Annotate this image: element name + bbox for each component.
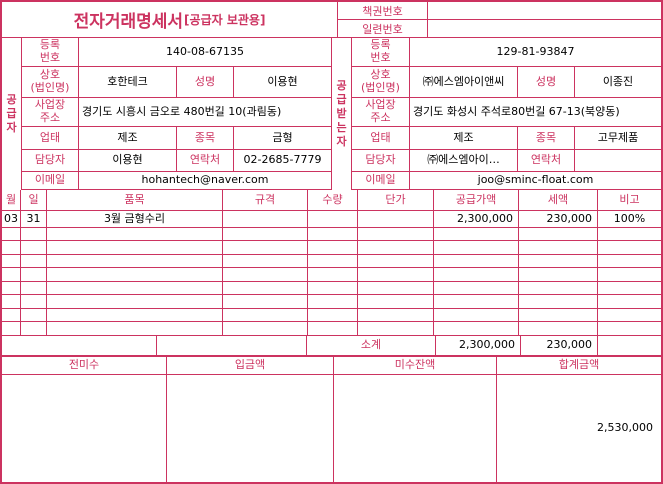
supplier-name-value[interactable]: 이용현: [234, 67, 331, 98]
supplier-address-value[interactable]: 경기도 시흥시 금오로 480번길 10(과림동): [79, 98, 331, 127]
supplier-phone-value[interactable]: 02-2685-7779: [234, 150, 331, 172]
buyer-address-value[interactable]: 경기도 화성시 주석로80번길 67-13(북양동): [410, 98, 661, 127]
col-month: 월: [2, 190, 21, 211]
table-row[interactable]: [2, 254, 661, 269]
col-qty: 수량: [308, 190, 358, 211]
buyer-email-label: 이메일: [352, 172, 410, 190]
doc-number-block: 책권번호 일련번호: [338, 2, 661, 37]
table-row[interactable]: [2, 281, 661, 296]
item-tax: 230,000: [519, 211, 598, 228]
buyer-biztype-value[interactable]: 제조: [410, 127, 518, 150]
document-title: 전자거래명세서 [공급자 보관용]: [2, 2, 338, 37]
item-supply: 2,300,000: [434, 211, 519, 228]
supplier-company-label: 상호 (법인명): [22, 67, 79, 98]
buyer-email-value[interactable]: joo@sminc-float.com: [410, 172, 661, 190]
subtotal-supply-value: 2,300,000: [436, 335, 521, 355]
deposit-label: 입금액: [167, 356, 334, 375]
col-supply: 공급가액: [434, 190, 519, 211]
serial-number-value[interactable]: [428, 20, 661, 37]
buyer-address-label: 사업장 주소: [352, 98, 410, 127]
prev-due-label: 전미수: [2, 356, 167, 375]
subtotal-label: 소계: [307, 335, 436, 355]
buyer-name-value[interactable]: 이종진: [575, 67, 661, 98]
serial-number-row: 일련번호: [338, 20, 661, 37]
item-note: 100%: [598, 211, 661, 228]
supplier-company-value[interactable]: 호한테크: [79, 67, 177, 98]
supplier-name-label: 성명: [177, 67, 234, 98]
buyer-regno-value[interactable]: 129-81-93847: [410, 38, 661, 67]
book-number-label: 책권번호: [338, 2, 428, 19]
items-table-header: 월 일 품목 규격 수량 단가 공급가액 세액 비고: [2, 190, 661, 211]
grand-total-value: 2,530,000: [597, 420, 653, 434]
col-tax: 세액: [519, 190, 598, 211]
supplier-biztype-label: 업태: [22, 127, 79, 150]
col-note: 비고: [598, 190, 661, 211]
subtotal-spacer-2: [157, 335, 307, 355]
buyer-biztype-label: 업태: [352, 127, 410, 150]
buyer-company-label: 상호 (법인명): [352, 67, 410, 98]
item-name: 3월 금형수리: [47, 211, 223, 228]
title-text: 전자거래명세서: [73, 12, 184, 32]
title-copy-type: [공급자 보관용]: [184, 13, 266, 27]
subtotal-tax-value: 230,000: [521, 335, 598, 355]
subtotal-row: 소계 2,300,000 230,000: [2, 335, 661, 357]
subtotal-note: [598, 336, 661, 355]
grand-total-label: 합계금액: [497, 357, 661, 375]
item-unitprice: [358, 211, 434, 228]
supplier-person-label: 담당자: [22, 150, 79, 172]
table-row[interactable]: [2, 308, 661, 323]
table-row[interactable]: 03 31 3월 금형수리 2,300,000 230,000 100%: [2, 211, 661, 228]
supplier-regno-label: 등록 번호: [22, 38, 79, 67]
col-unitprice: 단가: [358, 190, 434, 211]
buyer-name-label: 성명: [518, 67, 575, 98]
supplier-email-label: 이메일: [22, 172, 79, 190]
table-row[interactable]: [2, 268, 661, 282]
table-row[interactable]: [2, 228, 661, 242]
footer-value-row: 2,530,000: [2, 374, 661, 482]
supplier-phone-label: 연락처: [177, 150, 234, 172]
buyer-phone-value[interactable]: [575, 150, 661, 172]
balance-label: 미수잔액: [334, 356, 497, 375]
supplier-bizitem-value[interactable]: 금형: [234, 127, 331, 150]
prev-due-value[interactable]: [2, 374, 167, 482]
book-number-row: 책권번호: [338, 2, 661, 20]
supplier-block: 공급자 등록 번호 140-08-67135 상호 (법인명) 호한테크 성명 이용…: [2, 38, 332, 190]
item-day: 31: [21, 211, 47, 228]
parties-section: 공급자 등록 번호 140-08-67135 상호 (법인명) 호한테크 성명 이용…: [2, 38, 661, 190]
supplier-biztype-value[interactable]: 제조: [79, 127, 177, 150]
deposit-value[interactable]: [167, 374, 334, 482]
buyer-side-label: 공급받는자: [332, 38, 352, 190]
col-day: 일: [21, 190, 47, 211]
col-item: 품목: [47, 190, 223, 211]
buyer-phone-label: 연락처: [518, 150, 575, 172]
balance-value[interactable]: [334, 374, 497, 482]
supplier-address-label: 사업장 주소: [22, 98, 79, 127]
empty-rows: [2, 228, 661, 336]
supplier-email-value[interactable]: hohantech@naver.com: [79, 172, 331, 190]
supplier-bizitem-label: 종목: [177, 127, 234, 150]
col-spec: 규격: [223, 190, 308, 211]
item-month: 03: [2, 211, 21, 228]
table-row[interactable]: [2, 295, 661, 309]
supplier-side-label: 공급자: [2, 38, 22, 190]
subtotal-spacer-1: [2, 335, 157, 355]
buyer-person-value[interactable]: ㈜에스엠아이…: [410, 150, 518, 172]
item-spec: [223, 211, 308, 228]
buyer-regno-label: 등록 번호: [352, 38, 410, 67]
table-row[interactable]: [2, 322, 661, 336]
table-row[interactable]: [2, 241, 661, 255]
buyer-bizitem-label: 종목: [518, 127, 575, 150]
buyer-bizitem-value[interactable]: 고무제품: [575, 127, 661, 150]
buyer-company-value[interactable]: ㈜에스엠아이앤씨: [410, 67, 518, 98]
serial-number-label: 일련번호: [338, 20, 428, 37]
footer-header-row: 전미수 입금액 미수잔액 합계금액: [2, 356, 661, 375]
buyer-person-label: 담당자: [352, 150, 410, 172]
item-qty: [308, 211, 358, 228]
buyer-block: 공급받는자 등록 번호 129-81-93847 상호 (법인명) ㈜에스엠아이앤씨…: [332, 38, 661, 190]
supplier-person-value[interactable]: 이용현: [79, 150, 177, 172]
supplier-regno-value[interactable]: 140-08-67135: [79, 38, 331, 67]
top-section: 전자거래명세서 [공급자 보관용] 책권번호 일련번호: [2, 2, 661, 38]
book-number-value[interactable]: [428, 2, 661, 19]
